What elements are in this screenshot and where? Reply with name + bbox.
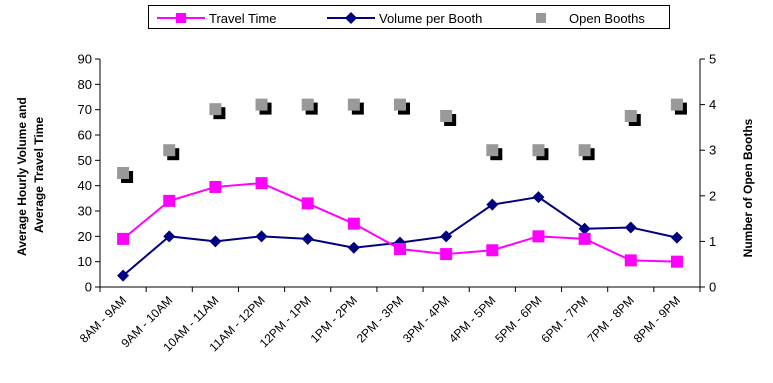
left-axis-ticks: 0 10 20 30 40 50 60 70 80 90 bbox=[78, 52, 100, 295]
left-axis-title: Average Hourly Volume and Average Travel… bbox=[15, 94, 46, 256]
left-tick-label: 40 bbox=[78, 178, 92, 193]
volume-per-booth-line bbox=[122, 196, 678, 277]
volume-per-booth-point bbox=[440, 230, 453, 243]
volume-per-booth-point bbox=[670, 231, 683, 244]
right-axis-title: Number of Open Booths bbox=[741, 118, 755, 257]
travel-time-point bbox=[255, 177, 268, 190]
travel-time-point bbox=[163, 194, 176, 207]
legend-item-volume-per-booth: Volume per Booth bbox=[327, 9, 482, 27]
volume-per-booth-point bbox=[578, 222, 591, 235]
right-tick-label: 4 bbox=[709, 97, 716, 112]
series-layer bbox=[117, 98, 687, 282]
travel-time-point bbox=[486, 244, 499, 257]
travel-time-point bbox=[301, 197, 314, 210]
left-tick-label: 80 bbox=[78, 77, 92, 92]
volume-per-booth-point bbox=[486, 198, 499, 211]
x-tick-label: 2PM - 3PM bbox=[354, 293, 406, 345]
travel-time-point bbox=[209, 180, 222, 193]
open-booths-point bbox=[578, 144, 591, 157]
right-tick-label: 5 bbox=[709, 52, 716, 67]
volume-per-booth-point bbox=[117, 269, 130, 282]
open-booths-point bbox=[532, 144, 545, 157]
volume-per-booth-point bbox=[209, 235, 222, 248]
open-booths-point bbox=[394, 98, 406, 111]
travel-time-point bbox=[117, 232, 130, 245]
volume-per-booth-point bbox=[347, 241, 360, 254]
x-tick-label: 7PM - 8PM bbox=[585, 293, 637, 345]
x-tick-label: 6PM - 7PM bbox=[538, 293, 590, 345]
open-booths-point bbox=[117, 167, 130, 179]
travel-time-point bbox=[532, 230, 545, 243]
volume-per-booth-point bbox=[624, 221, 637, 234]
right-tick-label: 1 bbox=[709, 234, 716, 249]
open-booths-point bbox=[209, 103, 222, 116]
volume-per-booth-point bbox=[301, 232, 314, 245]
right-tick-label: 0 bbox=[709, 280, 716, 295]
left-tick-label: 70 bbox=[78, 102, 92, 117]
travel-time-point bbox=[347, 217, 360, 230]
x-tick-label: 3PM - 4PM bbox=[400, 293, 452, 345]
legend-item-travel-time: Travel Time bbox=[157, 9, 276, 27]
left-tick-label: 0 bbox=[85, 280, 92, 295]
legend-label-open-booths: Open Booths bbox=[569, 10, 645, 26]
open-booths-point bbox=[486, 144, 499, 157]
travel-time-legend-marker bbox=[157, 13, 205, 23]
right-axis-ticks: 0 1 2 3 4 5 bbox=[700, 52, 716, 295]
left-tick-label: 90 bbox=[78, 52, 92, 67]
legend-item-open-booths: Open Booths bbox=[517, 9, 645, 27]
open-booths-point bbox=[255, 98, 268, 111]
volume-per-booth-point bbox=[532, 191, 545, 204]
open-booths-point bbox=[347, 98, 360, 111]
legend: Travel Time Volume per Booth Open Booths bbox=[148, 5, 670, 29]
open-booths-point bbox=[624, 110, 637, 122]
x-tick-label: 8PM - 9PM bbox=[631, 293, 683, 345]
axes bbox=[99, 59, 701, 288]
x-tick-label: 1PM - 2PM bbox=[308, 293, 360, 345]
open-booths-point bbox=[163, 144, 176, 157]
travel-time-point bbox=[670, 255, 683, 268]
x-tick-label: 4PM - 5PM bbox=[446, 293, 498, 345]
travel-time-point bbox=[624, 254, 637, 267]
left-tick-label: 60 bbox=[78, 128, 92, 143]
open-booths-point bbox=[670, 98, 683, 111]
travel-time-point bbox=[394, 243, 406, 255]
open-booths-point bbox=[440, 110, 453, 122]
open-booths-point bbox=[301, 98, 314, 111]
left-tick-label: 20 bbox=[78, 229, 92, 244]
right-tick-label: 2 bbox=[709, 188, 716, 203]
volume-per-booth-point bbox=[163, 230, 176, 243]
left-tick-label: 30 bbox=[78, 204, 92, 219]
volume-per-booth-point bbox=[255, 230, 268, 243]
left-axis-title-line-2: Average Travel Time bbox=[32, 117, 46, 233]
travel-time-point bbox=[440, 248, 453, 261]
left-tick-label: 50 bbox=[78, 153, 92, 168]
left-axis-title-line-1: Average Hourly Volume and bbox=[15, 97, 29, 256]
legend-label-travel-time: Travel Time bbox=[209, 10, 277, 26]
open-booths-legend-marker bbox=[536, 13, 546, 23]
travel-time-point bbox=[578, 232, 591, 245]
volume-per-booth-legend-marker bbox=[327, 12, 375, 24]
x-tick-label: 5PM - 6PM bbox=[492, 293, 544, 345]
right-tick-label: 3 bbox=[709, 143, 716, 158]
legend-label-volume-per-booth: Volume per Booth bbox=[379, 10, 483, 26]
left-tick-label: 10 bbox=[78, 254, 92, 269]
